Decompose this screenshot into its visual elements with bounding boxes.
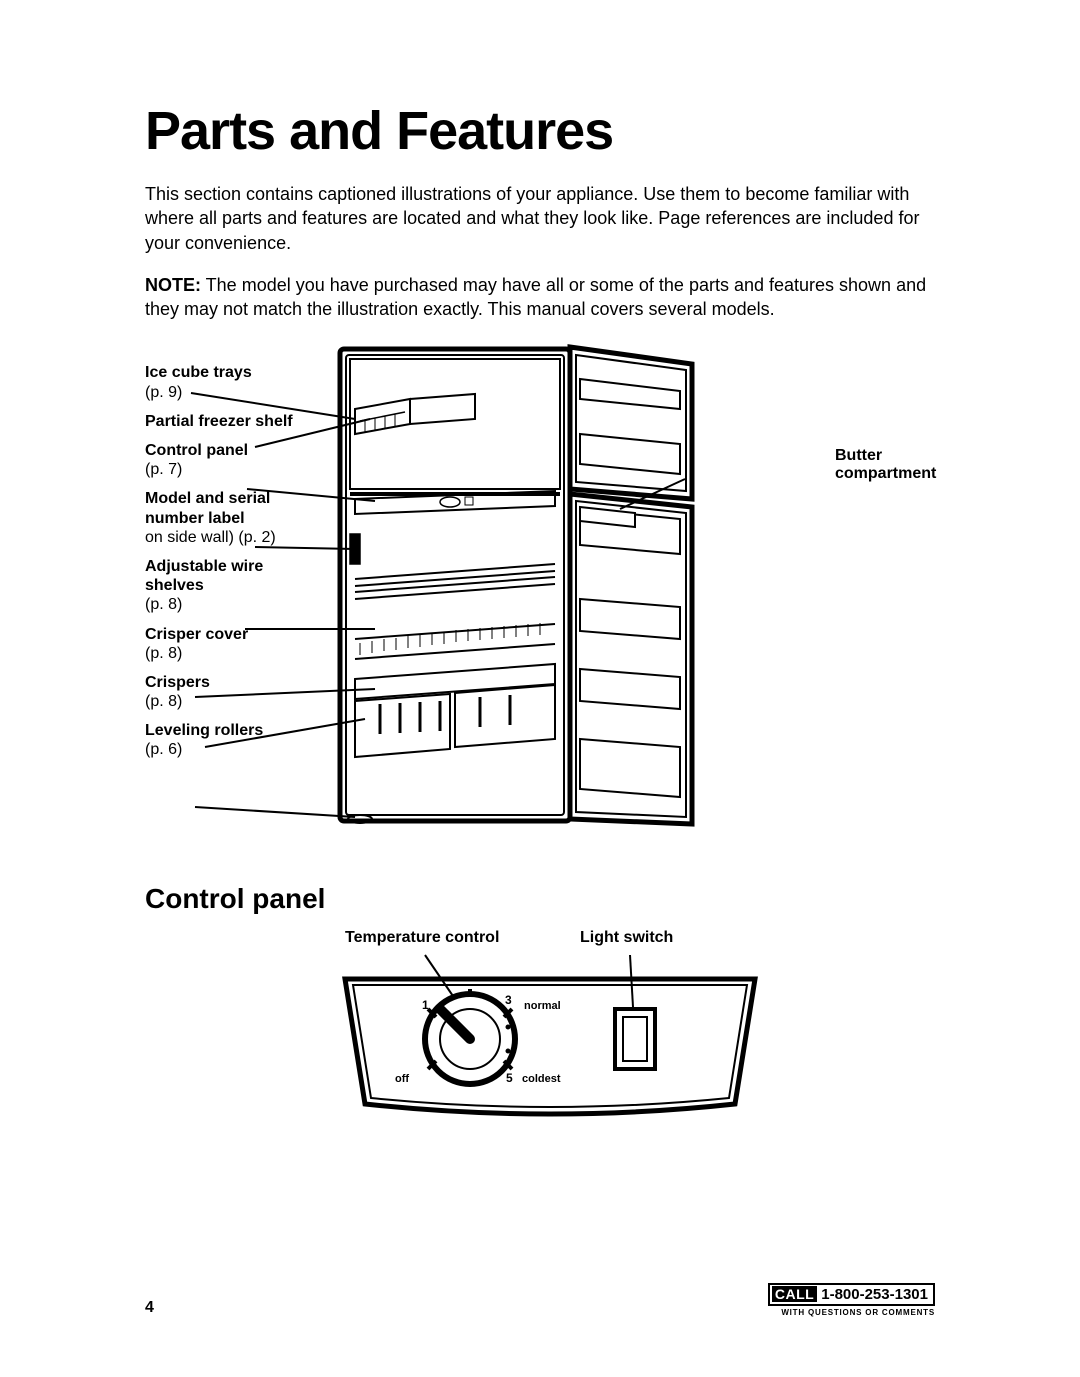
label-bold: Model and serial number label	[145, 490, 270, 526]
label-plain: (p. 8)	[145, 596, 182, 613]
label-bold: Crisper cover	[145, 626, 248, 643]
dial-label-off: off	[395, 1073, 409, 1085]
control-panel-illustration: 1 3 normal 5 coldest off	[340, 949, 760, 1129]
label-model-serial: Model and serial number label on side wa…	[145, 489, 310, 547]
control-panel-figure: Temperature control Light switch	[340, 929, 760, 1129]
label-partial-freezer-shelf: Partial freezer shelf	[145, 412, 310, 431]
label-plain: (p. 6)	[145, 741, 182, 758]
label-plain: on side wall) (p. 2)	[145, 529, 276, 546]
label-bold: Leveling rollers	[145, 722, 263, 739]
note-text: The model you have purchased may have al…	[145, 275, 926, 319]
page-title: Parts and Features	[145, 100, 935, 162]
label-bold: Crispers	[145, 674, 210, 691]
call-icon: CALL	[772, 1286, 817, 1302]
dial-label-5: 5	[506, 1071, 513, 1085]
dial-label-1: 1	[422, 998, 429, 1012]
control-panel-heading: Control panel	[145, 883, 935, 915]
dial-label-normal: normal	[524, 1000, 561, 1012]
dial-label-coldest: coldest	[522, 1073, 561, 1085]
label-leveling-rollers: Leveling rollers (p. 6)	[145, 721, 310, 759]
dial-label-3: 3	[505, 993, 512, 1007]
label-bold: Control panel	[145, 442, 248, 459]
document-page: Parts and Features This section contains…	[0, 0, 1080, 1377]
label-bold: Partial freezer shelf	[145, 413, 293, 430]
label-crisper-cover: Crisper cover (p. 8)	[145, 625, 310, 663]
labels-right-column: Butter compartment	[835, 447, 965, 483]
note-paragraph: NOTE: The model you have purchased may h…	[145, 273, 935, 322]
call-box: CALL1-800-253-1301 WITH QUESTIONS OR COM…	[768, 1283, 935, 1317]
label-light-switch: Light switch	[580, 929, 673, 947]
label-butter-compartment: Butter compartment	[835, 447, 936, 482]
label-control-panel: Control panel (p. 7)	[145, 441, 310, 479]
label-plain: (p. 9)	[145, 384, 182, 401]
label-adjustable-shelves: Adjustable wire shelves (p. 8)	[145, 557, 310, 615]
label-crispers: Crispers (p. 8)	[145, 673, 310, 711]
label-bold: Ice cube trays	[145, 364, 252, 381]
page-footer: 4 CALL1-800-253-1301 WITH QUESTIONS OR C…	[145, 1283, 935, 1317]
label-plain: (p. 8)	[145, 645, 182, 662]
intro-paragraph: This section contains captioned illustra…	[145, 182, 935, 255]
page-number: 4	[145, 1299, 154, 1317]
label-temperature-control: Temperature control	[345, 929, 499, 947]
refrigerator-figure: Ice cube trays (p. 9) Partial freezer sh…	[145, 339, 935, 859]
call-pill: CALL1-800-253-1301	[768, 1283, 935, 1306]
label-bold: Adjustable wire shelves	[145, 558, 263, 594]
note-label: NOTE:	[145, 275, 201, 295]
label-plain: (p. 8)	[145, 693, 182, 710]
refrigerator-illustration	[300, 339, 700, 839]
call-subtext: WITH QUESTIONS OR COMMENTS	[768, 1308, 935, 1317]
label-plain: (p. 7)	[145, 461, 182, 478]
labels-left-column: Ice cube trays (p. 9) Partial freezer sh…	[145, 363, 310, 769]
label-ice-cube-trays: Ice cube trays (p. 9)	[145, 363, 310, 401]
call-number: 1-800-253-1301	[821, 1286, 928, 1303]
